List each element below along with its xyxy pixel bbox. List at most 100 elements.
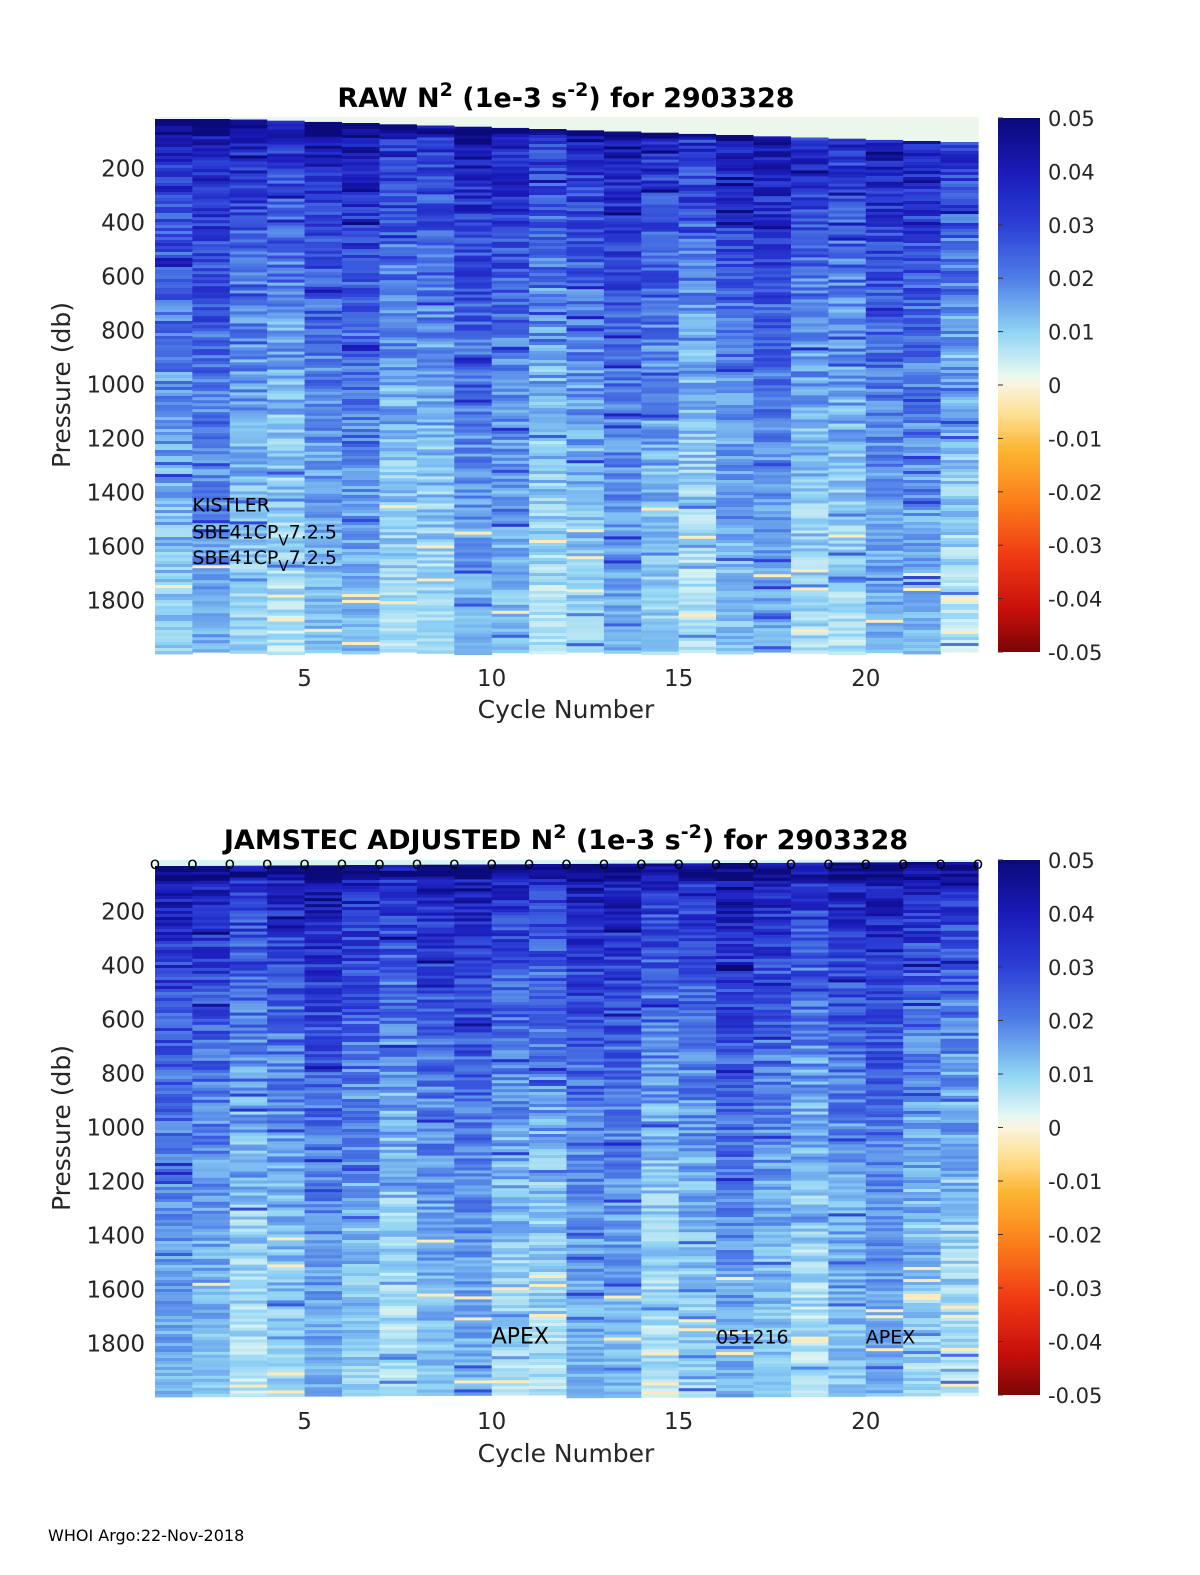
heatmap-cell	[828, 516, 867, 520]
heatmap-cell	[529, 222, 568, 226]
heatmap-cell	[229, 1249, 268, 1253]
heatmap-cell	[267, 417, 306, 421]
heatmap-cell	[342, 860, 380, 865]
heatmap-cell	[342, 210, 380, 214]
heatmap-cell	[155, 645, 193, 649]
heatmap-cell	[267, 390, 306, 394]
heatmap-cell	[828, 555, 867, 559]
heatmap-cell	[267, 618, 306, 622]
heatmap-cell	[342, 624, 380, 628]
heatmap-cell	[828, 429, 867, 433]
heatmap-cell	[304, 1330, 343, 1334]
heatmap-cell	[192, 406, 231, 410]
heatmap-cell	[379, 307, 418, 311]
heatmap-cell	[192, 121, 231, 125]
heatmap-cell	[753, 544, 792, 548]
heatmap-cell	[155, 312, 193, 316]
heatmap-cell	[641, 246, 680, 250]
heatmap-cell	[641, 294, 680, 298]
heatmap-cell	[229, 341, 268, 345]
heatmap-cell	[716, 588, 755, 592]
heatmap-cell	[641, 558, 680, 562]
heatmap-cell	[678, 529, 717, 534]
heatmap-cell	[379, 277, 418, 281]
heatmap-cell	[229, 1072, 268, 1076]
heatmap-cell	[267, 1204, 306, 1208]
heatmap-cell	[267, 970, 306, 974]
heatmap-cell	[192, 970, 231, 975]
heatmap-cell	[192, 1318, 231, 1323]
heatmap-cell	[342, 357, 380, 361]
heatmap-cell	[229, 1126, 268, 1130]
heatmap-cell	[192, 505, 231, 509]
heatmap-cell	[416, 395, 455, 399]
heatmap-cell	[304, 649, 343, 654]
heatmap-adjusted	[155, 860, 979, 1399]
heatmap-cell	[192, 400, 231, 404]
heatmap-cell	[940, 268, 979, 272]
heatmap-cell	[903, 516, 942, 520]
heatmap-cell	[229, 1276, 268, 1280]
heatmap-cell	[529, 423, 568, 427]
heatmap-cell	[342, 369, 380, 373]
heatmap-cell	[454, 597, 493, 601]
heatmap-cell	[641, 606, 680, 610]
heatmap-cell	[865, 313, 904, 318]
heatmap-cell	[229, 1096, 268, 1100]
heatmap-cell	[304, 601, 343, 606]
heatmap-cell	[903, 585, 942, 589]
heatmap-cell	[192, 1183, 231, 1188]
heatmap-cell	[454, 243, 493, 247]
heatmap-cell	[155, 1055, 193, 1059]
heatmap-cell	[753, 409, 792, 413]
heatmap-cell	[753, 199, 792, 203]
heatmap-cell	[229, 1138, 268, 1142]
heatmap-cell	[865, 541, 904, 546]
heatmap-cell	[192, 1003, 231, 1008]
heatmap-cell	[267, 1033, 306, 1037]
heatmap-cell	[603, 563, 642, 567]
heatmap-cell	[229, 491, 268, 495]
heatmap-cell	[791, 632, 829, 636]
heatmap-cell	[491, 514, 530, 519]
heatmap-cell	[192, 1081, 231, 1086]
heatmap-cell	[155, 471, 193, 475]
heatmap-cell	[342, 1135, 380, 1139]
heatmap-cell	[229, 281, 268, 285]
heatmap-cell	[903, 288, 942, 292]
heatmap-cell	[379, 379, 418, 383]
heatmap-cell	[940, 439, 979, 443]
heatmap-cell	[192, 349, 231, 353]
heatmap-cell	[865, 412, 904, 417]
heatmap-cell	[342, 1252, 380, 1256]
heatmap-cell	[229, 919, 268, 923]
heatmap-cell	[155, 1379, 193, 1383]
heatmap-cell	[192, 928, 231, 933]
heatmap-cell	[192, 187, 231, 191]
heatmap-cell	[529, 231, 568, 235]
heatmap-cell	[192, 205, 231, 209]
heatmap-cell	[753, 397, 792, 401]
heatmap-cell	[566, 562, 605, 566]
heatmap-cell	[603, 143, 642, 147]
heatmap-cell	[304, 1042, 343, 1046]
heatmap-cell	[342, 1102, 380, 1106]
heatmap-cell	[865, 343, 904, 348]
heatmap-cell	[342, 925, 380, 929]
heatmap-cell	[342, 1360, 380, 1364]
heatmap-cell	[491, 160, 530, 165]
heatmap-cell	[940, 463, 979, 467]
heatmap-cell	[192, 1072, 231, 1077]
heatmap-cell	[491, 211, 530, 216]
heatmap-cell	[940, 304, 979, 308]
heatmap-cell	[603, 188, 642, 192]
heatmap-cell	[491, 454, 530, 459]
heatmap-cell	[192, 1099, 231, 1104]
heatmap-cell	[267, 1291, 306, 1295]
heatmap-cell	[603, 371, 642, 375]
heatmap-cell	[379, 876, 418, 881]
heatmap-cell	[229, 1207, 268, 1211]
heatmap-cell	[342, 1156, 380, 1160]
heatmap-cell	[229, 922, 268, 926]
heatmap-cell	[229, 1348, 268, 1352]
